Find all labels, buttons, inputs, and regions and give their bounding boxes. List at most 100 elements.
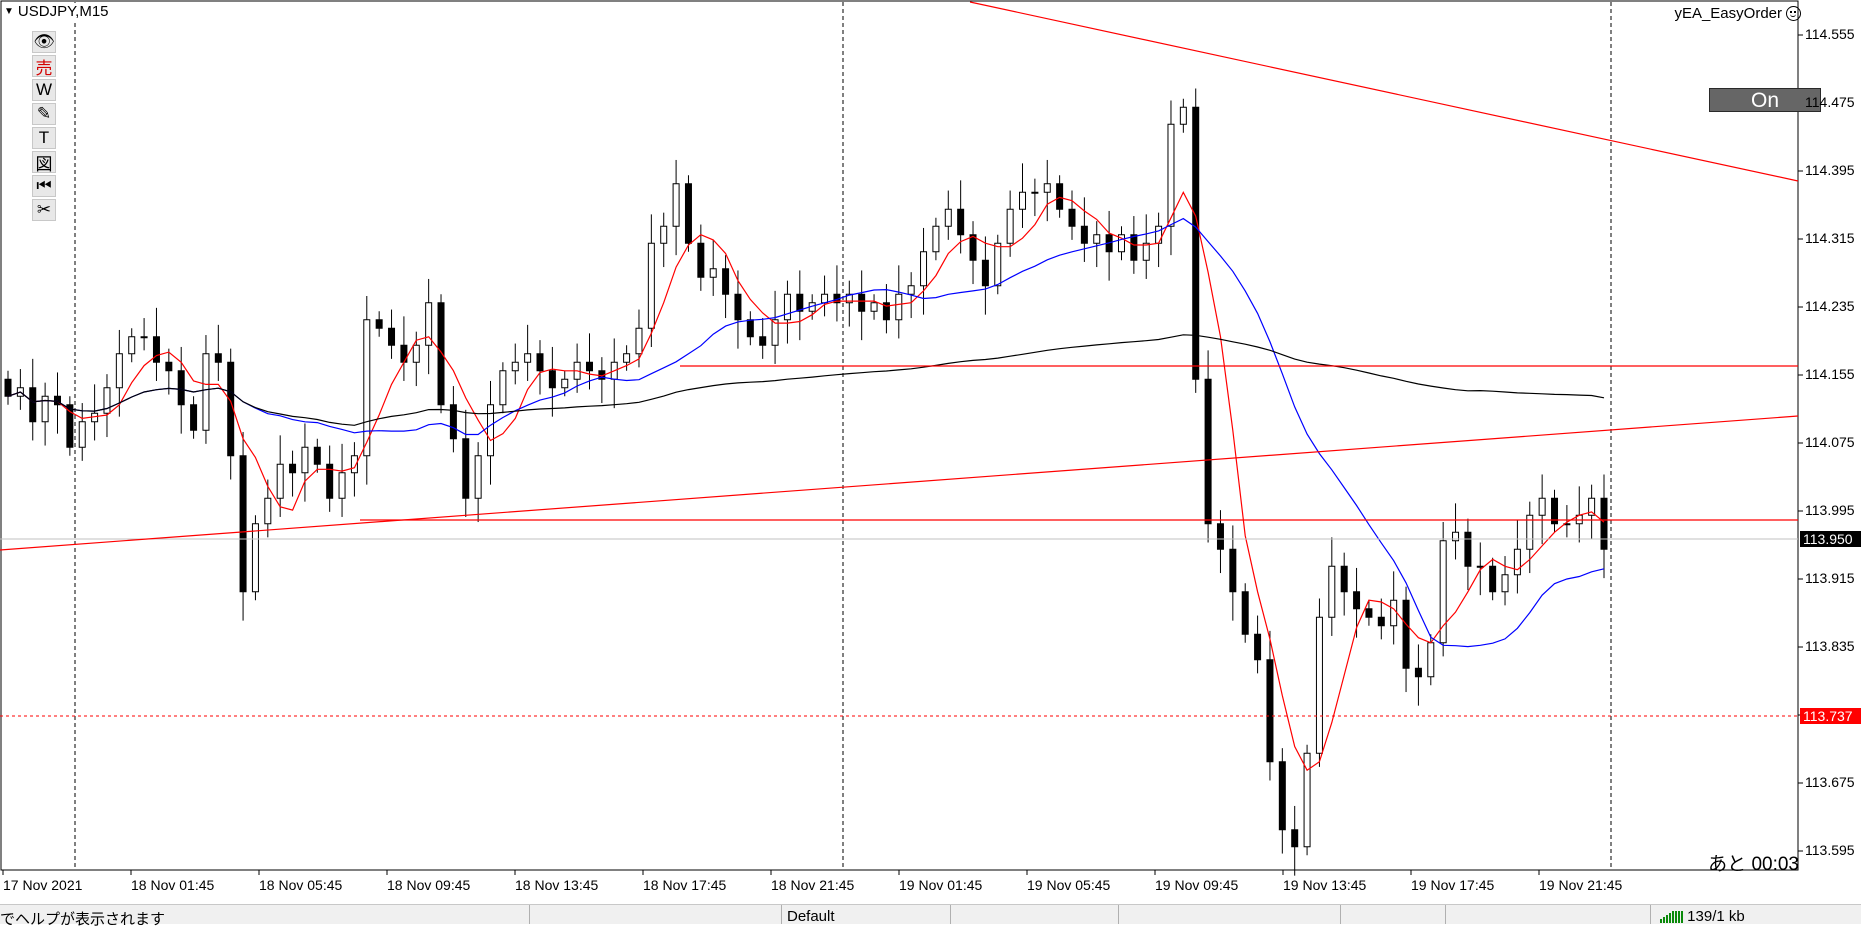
candle-body (783, 293, 791, 321)
candle-body (1167, 123, 1175, 227)
candle-body (412, 344, 420, 363)
candle-body (734, 293, 742, 321)
candle-body (177, 370, 185, 406)
status-traffic: 139/1 kb (1660, 908, 1745, 927)
candle-body (858, 293, 866, 312)
candle-body (78, 421, 86, 448)
candle-body (1501, 574, 1509, 593)
status-divider (781, 905, 782, 924)
candle-body (4, 378, 12, 397)
candle-body (301, 446, 309, 474)
price-tick-label: 114.475 (1805, 94, 1855, 110)
candle-body (326, 463, 334, 499)
candle-body (1093, 234, 1101, 244)
candle-body (969, 234, 977, 261)
candle-body (821, 293, 829, 304)
price-tick-label: 113.675 (1805, 774, 1855, 790)
candle-body (1031, 191, 1039, 194)
candle-body (1117, 234, 1125, 253)
candle-body (1241, 591, 1249, 635)
candle-body (1551, 497, 1559, 525)
candle-body (289, 463, 297, 474)
time-tick-label: 19 Nov 05:45 (1027, 877, 1111, 893)
sell-icon[interactable]: 売 (32, 55, 56, 78)
candle-body (1340, 565, 1348, 593)
candle-body (1216, 523, 1224, 550)
chevron-down-icon[interactable]: ▼ (4, 6, 14, 17)
price-tick-label: 114.155 (1805, 366, 1855, 382)
candle-body (338, 472, 346, 499)
ea-name: yEA_EasyOrder (1674, 5, 1782, 22)
price-tick-label: 114.075 (1805, 434, 1855, 450)
eye-icon[interactable]: 👁 (32, 31, 56, 53)
time-tick-label: 19 Nov 13:45 (1283, 877, 1367, 893)
status-divider (1118, 905, 1119, 924)
time-tick-label: 18 Nov 09:45 (387, 877, 471, 893)
candle-body (1192, 106, 1200, 380)
ea-on-button[interactable]: On (1709, 88, 1821, 112)
candle-body (1390, 599, 1398, 627)
candle-body (1068, 208, 1076, 227)
time-tick-label: 19 Nov 17:45 (1411, 877, 1495, 893)
scissors-icon[interactable]: ✂ (32, 199, 56, 221)
candle-body (1377, 616, 1385, 627)
candle-body (845, 293, 853, 304)
candle-body (1427, 642, 1435, 678)
candle-body (1080, 225, 1088, 244)
rewind-icon[interactable]: ⏮ (32, 175, 56, 197)
candle-body (1254, 633, 1262, 661)
candle-body (1142, 242, 1150, 261)
candle-body (746, 319, 754, 338)
candle-body (425, 302, 433, 346)
candle-body (66, 404, 74, 448)
candle-body (684, 183, 692, 244)
ea-label: yEA_EasyOrder (1674, 5, 1801, 22)
figure-icon[interactable]: 図 (32, 151, 56, 174)
candle-body (190, 404, 198, 431)
candle-body (103, 387, 111, 414)
candle-body (1229, 548, 1237, 593)
time-tick-label: 19 Nov 01:45 (899, 877, 983, 893)
status-divider (950, 905, 951, 924)
price-tick-label: 114.555 (1805, 26, 1855, 42)
status-help-text: でヘルプが表示されます (0, 911, 166, 928)
candle-body (1179, 106, 1187, 125)
w-icon[interactable]: W (32, 79, 56, 101)
candle-body (128, 336, 136, 355)
candle-body (1043, 183, 1051, 193)
traffic-text: 139/1 kb (1687, 908, 1745, 925)
price-tick-label: 114.315 (1805, 230, 1855, 246)
pencil-icon[interactable]: ✎ (32, 103, 56, 125)
bar-countdown: あと 00:03 (1708, 854, 1799, 875)
candle-body (487, 404, 495, 457)
candle-body (1439, 540, 1447, 644)
text-icon[interactable]: T (32, 127, 56, 149)
candle-body (41, 395, 49, 423)
price-tick-label: 113.995 (1805, 502, 1855, 518)
candle-body (524, 353, 532, 363)
candle-body (140, 336, 148, 339)
price-tick-label: 113.915 (1805, 570, 1855, 586)
trendline-resistance (969, 1, 1799, 182)
candle-body (536, 353, 544, 372)
time-tick-label: 17 Nov 2021 (3, 877, 83, 893)
price-tick-label: 113.595 (1805, 842, 1855, 858)
candle-body (350, 455, 358, 474)
candle-body (944, 208, 952, 227)
symbol-label[interactable]: ▼ USDJPY,M15 (4, 3, 109, 20)
candle-body (1600, 497, 1608, 550)
candle-body (882, 302, 890, 321)
candle-body (957, 208, 965, 236)
candle-body (709, 268, 717, 278)
candle-body (907, 285, 915, 295)
ea-toolbar: 👁 売 W ✎ T 図 ⏮ ✂ (32, 31, 58, 221)
trendline-support (0, 415, 1799, 551)
candle-body (1414, 667, 1422, 678)
price-tick-label: 114.235 (1805, 298, 1855, 314)
candle-body (870, 302, 878, 312)
candle-body (981, 259, 989, 287)
candle-body (1155, 225, 1163, 244)
status-profile[interactable]: Default (787, 908, 835, 925)
